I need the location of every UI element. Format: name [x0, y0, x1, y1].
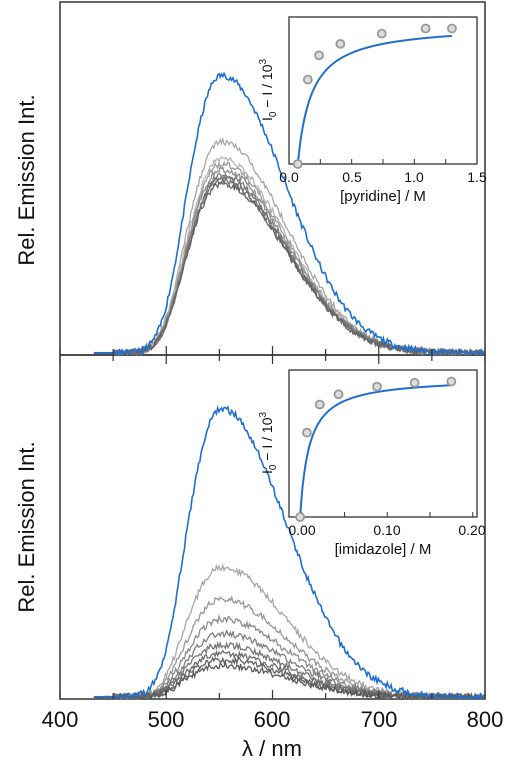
top-ylabel: Rel. Emission Int.: [14, 94, 39, 265]
series-gray-line-8: [93, 181, 485, 357]
inset-imidazole: 0.00 0.10 0.20 [imidazole] / M I0 − I / …: [258, 369, 486, 558]
inset-data-point: [376, 28, 387, 39]
inset-imidazole-xtick-1: 0.10: [373, 522, 400, 538]
inset-imidazole-xlabel: [imidazole] / M: [335, 541, 432, 558]
inset-pyridine-xtick-3: 1.5: [467, 169, 487, 185]
inset-data-point: [292, 159, 303, 169]
inset-data-point: [409, 377, 420, 388]
inset-data-point: [447, 23, 457, 34]
x-tick-marks: [59, 346, 486, 699]
series-gray-line-1: [93, 563, 485, 701]
inset-pyridine-ylabel: I0 − I / 103: [258, 59, 279, 122]
x-tick-label-800: 800: [467, 707, 504, 732]
x-axis-title: λ / nm: [242, 736, 302, 761]
x-tick-label-600: 600: [254, 707, 291, 732]
inset-fit-line: [299, 384, 452, 518]
x-tick-label-400: 400: [42, 707, 79, 732]
bottom-spectra: [93, 404, 485, 701]
inset-data-point: [420, 23, 431, 34]
inset-imidazole-xtick-2: 0.20: [458, 522, 485, 538]
inset-data-point: [333, 389, 344, 400]
bottom-ylabel: Rel. Emission Int.: [14, 441, 39, 612]
inset-data-point: [372, 381, 382, 392]
inset-data-point: [302, 74, 313, 85]
inset-imidazole-frame: [288, 369, 478, 518]
inset-pyridine-xtick-0: 0.0: [279, 169, 299, 185]
x-tick-label-500: 500: [148, 707, 185, 732]
inset-imidazole-content: [295, 376, 474, 522]
inset-pyridine-xtick-2: 1.0: [404, 169, 424, 185]
top-spectra: [93, 71, 485, 357]
inset-imidazole-xtick-0: 0.00: [288, 522, 315, 538]
inset-data-point: [335, 38, 346, 49]
inset-data-point: [295, 512, 306, 522]
inset-data-point: [314, 50, 324, 61]
inset-data-point: [314, 399, 325, 410]
inset-fit-line: [296, 34, 452, 165]
series-blue-line: [93, 404, 485, 701]
series-blue-line: [93, 71, 485, 357]
inset-pyridine-xtick-1: 0.5: [342, 169, 362, 185]
inset-data-point: [302, 427, 312, 438]
inset-pyridine-xlabel: [pyridine] / M: [340, 188, 426, 205]
inset-imidazole-ylabel: I0 − I / 103: [258, 412, 279, 475]
inset-pyridine: 0.0 0.5 1.0 1.5 [pyridine] / M I0 − I / …: [258, 16, 487, 205]
series-gray-line-3: [93, 614, 485, 701]
x-tick-label-700: 700: [361, 707, 398, 732]
inset-pyridine-frame: [288, 16, 478, 165]
series-gray-line-5: [93, 640, 485, 701]
inset-pyridine-content: [288, 23, 478, 169]
inset-data-point: [446, 376, 457, 387]
